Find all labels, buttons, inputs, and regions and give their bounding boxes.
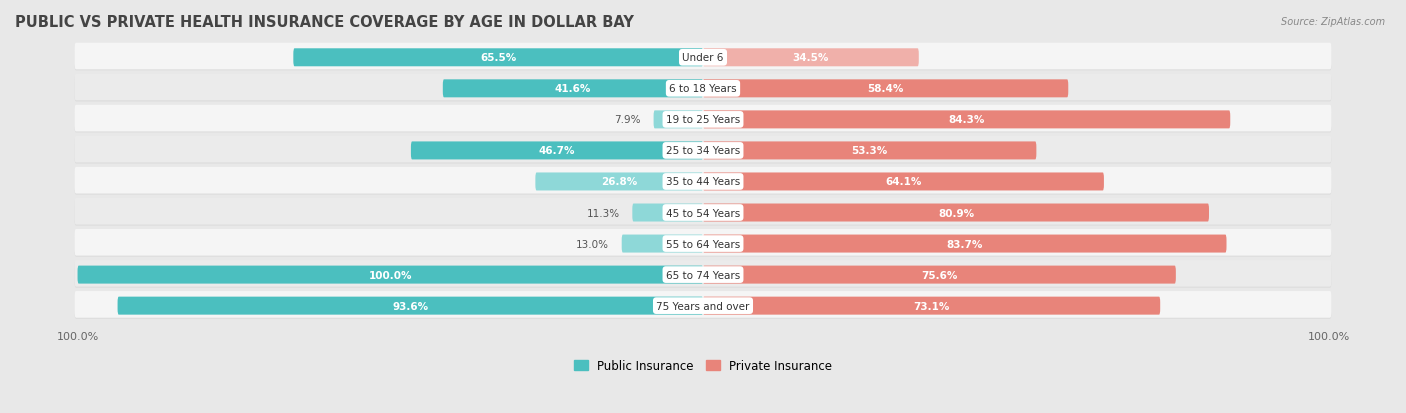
FancyBboxPatch shape xyxy=(75,138,1331,164)
FancyBboxPatch shape xyxy=(75,229,1331,256)
FancyBboxPatch shape xyxy=(118,297,703,315)
FancyBboxPatch shape xyxy=(75,76,1331,102)
Text: 93.6%: 93.6% xyxy=(392,301,429,311)
Text: 25 to 34 Years: 25 to 34 Years xyxy=(666,146,740,156)
FancyBboxPatch shape xyxy=(75,167,1331,194)
FancyBboxPatch shape xyxy=(77,266,703,284)
Text: 6 to 18 Years: 6 to 18 Years xyxy=(669,84,737,94)
FancyBboxPatch shape xyxy=(75,230,1331,257)
Text: 53.3%: 53.3% xyxy=(852,146,887,156)
Text: 65 to 74 Years: 65 to 74 Years xyxy=(666,270,740,280)
FancyBboxPatch shape xyxy=(75,291,1331,318)
FancyBboxPatch shape xyxy=(75,137,1331,163)
FancyBboxPatch shape xyxy=(703,266,1175,284)
FancyBboxPatch shape xyxy=(75,261,1331,288)
FancyBboxPatch shape xyxy=(75,292,1331,319)
FancyBboxPatch shape xyxy=(703,173,1104,191)
Text: 84.3%: 84.3% xyxy=(949,115,984,125)
Text: 46.7%: 46.7% xyxy=(538,146,575,156)
FancyBboxPatch shape xyxy=(703,235,1226,253)
Text: 7.9%: 7.9% xyxy=(614,115,641,125)
Text: 75 Years and over: 75 Years and over xyxy=(657,301,749,311)
Text: 45 to 54 Years: 45 to 54 Years xyxy=(666,208,740,218)
FancyBboxPatch shape xyxy=(411,142,703,160)
Text: 11.3%: 11.3% xyxy=(586,208,620,218)
Text: 83.7%: 83.7% xyxy=(946,239,983,249)
Text: 65.5%: 65.5% xyxy=(479,53,516,63)
FancyBboxPatch shape xyxy=(703,297,1160,315)
Text: 58.4%: 58.4% xyxy=(868,84,904,94)
FancyBboxPatch shape xyxy=(75,107,1331,133)
Text: 64.1%: 64.1% xyxy=(886,177,922,187)
Text: 34.5%: 34.5% xyxy=(793,53,830,63)
FancyBboxPatch shape xyxy=(633,204,703,222)
FancyBboxPatch shape xyxy=(621,235,703,253)
FancyBboxPatch shape xyxy=(75,260,1331,287)
FancyBboxPatch shape xyxy=(75,75,1331,101)
Text: 41.6%: 41.6% xyxy=(555,84,591,94)
FancyBboxPatch shape xyxy=(294,49,703,67)
FancyBboxPatch shape xyxy=(703,80,1069,98)
Text: 75.6%: 75.6% xyxy=(921,270,957,280)
FancyBboxPatch shape xyxy=(654,111,703,129)
Text: Under 6: Under 6 xyxy=(682,53,724,63)
Text: 13.0%: 13.0% xyxy=(576,239,609,249)
Text: PUBLIC VS PRIVATE HEALTH INSURANCE COVERAGE BY AGE IN DOLLAR BAY: PUBLIC VS PRIVATE HEALTH INSURANCE COVER… xyxy=(15,15,634,30)
FancyBboxPatch shape xyxy=(703,49,918,67)
Text: 100.0%: 100.0% xyxy=(368,270,412,280)
FancyBboxPatch shape xyxy=(75,106,1331,132)
FancyBboxPatch shape xyxy=(703,111,1230,129)
FancyBboxPatch shape xyxy=(75,198,1331,225)
Text: Source: ZipAtlas.com: Source: ZipAtlas.com xyxy=(1281,17,1385,26)
Text: 80.9%: 80.9% xyxy=(938,208,974,218)
FancyBboxPatch shape xyxy=(536,173,703,191)
FancyBboxPatch shape xyxy=(75,169,1331,195)
FancyBboxPatch shape xyxy=(703,204,1209,222)
FancyBboxPatch shape xyxy=(75,44,1331,70)
FancyBboxPatch shape xyxy=(703,142,1036,160)
Text: 19 to 25 Years: 19 to 25 Years xyxy=(666,115,740,125)
FancyBboxPatch shape xyxy=(75,45,1331,71)
Text: 26.8%: 26.8% xyxy=(600,177,637,187)
FancyBboxPatch shape xyxy=(75,199,1331,226)
FancyBboxPatch shape xyxy=(443,80,703,98)
Legend: Public Insurance, Private Insurance: Public Insurance, Private Insurance xyxy=(574,359,832,372)
Text: 35 to 44 Years: 35 to 44 Years xyxy=(666,177,740,187)
Text: 73.1%: 73.1% xyxy=(914,301,950,311)
Text: 55 to 64 Years: 55 to 64 Years xyxy=(666,239,740,249)
